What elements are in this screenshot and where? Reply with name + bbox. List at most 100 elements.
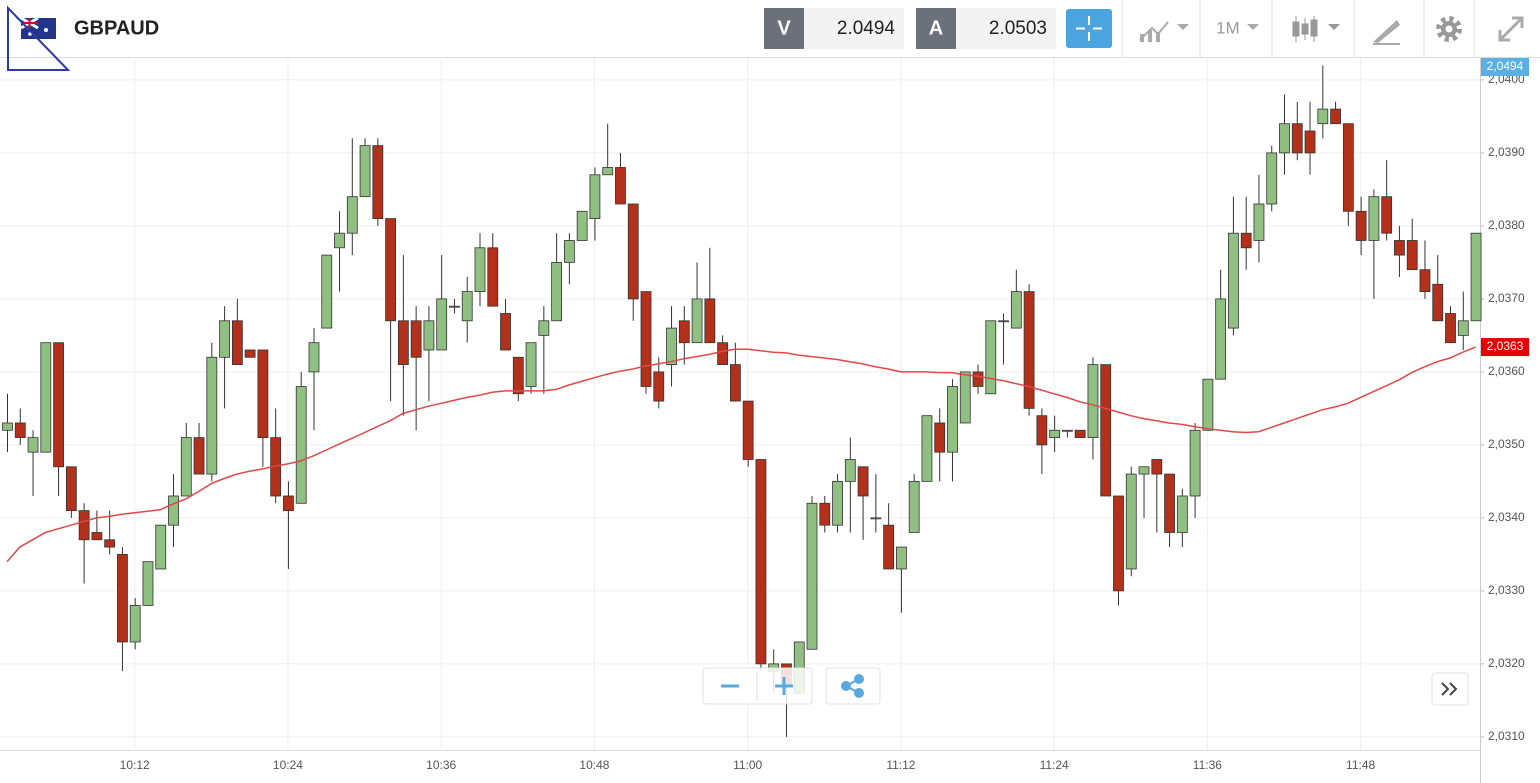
candle: [1381, 160, 1393, 241]
drawing-button[interactable]: [1373, 20, 1400, 45]
candle: [1432, 255, 1444, 322]
flag-icon: [20, 16, 56, 39]
candle: [168, 474, 179, 548]
ask-box[interactable]: [956, 8, 1056, 49]
candle: [742, 400, 754, 467]
candle: [117, 547, 128, 672]
candle: [219, 306, 230, 409]
x-tick-label: 11:00: [733, 758, 762, 772]
candle: [2, 393, 13, 453]
candle: [53, 342, 64, 496]
candle: [104, 510, 116, 555]
settings-button[interactable]: [1436, 16, 1462, 42]
candle: [1406, 218, 1418, 271]
candle-body: [1419, 269, 1431, 292]
candle-body: [551, 261, 563, 322]
candle-body: [40, 342, 52, 453]
candle: [755, 459, 767, 672]
candle-body: [461, 291, 473, 322]
candle: [1215, 269, 1227, 380]
zoom-in[interactable]: [775, 677, 793, 695]
candle: [372, 138, 384, 226]
candle-body: [1138, 466, 1150, 475]
candle: [1151, 459, 1163, 533]
candle: [1176, 488, 1188, 548]
candle: [14, 408, 26, 445]
candle: [563, 233, 575, 285]
ask-price[interactable]: 2.0503: [989, 18, 1047, 39]
candle: [998, 313, 1009, 365]
candle-body: [474, 247, 486, 292]
x-tick-label: 11:48: [1346, 758, 1375, 772]
candle-body: [1381, 196, 1393, 234]
candle-body: [2, 422, 13, 431]
candle: [1062, 429, 1073, 438]
candle-body: [193, 437, 205, 475]
candle: [1394, 225, 1405, 277]
scroll-latest-button[interactable]: [1431, 672, 1469, 706]
timeframe[interactable]: 1M: [1216, 18, 1240, 37]
candle-body: [500, 313, 511, 351]
candle-body: [1164, 473, 1175, 533]
candle: [436, 255, 448, 351]
candle: [359, 138, 371, 198]
candle: [334, 211, 345, 292]
candle: [1419, 240, 1431, 299]
candle-body: [308, 342, 320, 373]
ask-label[interactable]: A: [929, 17, 943, 39]
candle-body: [1266, 152, 1278, 205]
ma-price-tag: [1481, 338, 1529, 357]
candle-body: [908, 480, 920, 533]
candle-body: [806, 502, 818, 650]
candle-body: [998, 320, 1009, 323]
bid-label[interactable]: V: [777, 17, 791, 39]
candle-body: [602, 167, 614, 176]
candle-body: [1279, 123, 1290, 154]
candle: [65, 466, 77, 518]
candle: [155, 524, 167, 570]
bid-box[interactable]: [804, 8, 904, 49]
bid-label-box[interactable]: [764, 8, 804, 49]
candle-body: [372, 145, 384, 219]
candle: [1368, 189, 1380, 299]
crosshair-button[interactable]: [1066, 9, 1112, 48]
candle: [40, 342, 52, 453]
candle-body: [1151, 459, 1163, 475]
candle-body: [346, 196, 358, 234]
candle-body: [449, 305, 460, 308]
candle: [1036, 408, 1048, 475]
candle-body: [704, 298, 716, 344]
y-tick-label: 2,0320: [1488, 656, 1525, 670]
candle-body: [257, 349, 269, 438]
candle-body: [959, 371, 971, 424]
chart-type-button[interactable]: [1292, 16, 1340, 42]
candle: [602, 123, 614, 176]
candle: [934, 408, 946, 482]
candle-body: [1445, 313, 1456, 344]
candle-body: [512, 356, 524, 395]
candle-body: [385, 218, 397, 322]
share-button[interactable]: [825, 667, 881, 705]
candle-body: [129, 605, 141, 643]
indicator-button[interactable]: [1139, 21, 1189, 42]
fullscreen-button[interactable]: [1498, 16, 1524, 42]
candle-body: [742, 400, 754, 460]
candle: [870, 474, 882, 533]
x-tick-label: 10:36: [426, 758, 456, 772]
candle-body: [397, 320, 409, 365]
candle: [1304, 101, 1316, 175]
candle: [704, 247, 716, 344]
candle-body: [65, 466, 77, 511]
candle-body: [1394, 240, 1405, 256]
candle: [525, 342, 537, 394]
y-tick-label: 2,0340: [1488, 510, 1525, 524]
candle-body: [627, 203, 639, 300]
bid-price[interactable]: 2.0494: [837, 18, 896, 39]
candle: [615, 152, 626, 205]
candle-body: [729, 364, 741, 402]
candle-body: [1215, 298, 1227, 380]
candle-body: [1049, 429, 1061, 438]
timeframe-caret[interactable]: [1247, 24, 1259, 30]
ask-label-box[interactable]: [916, 8, 956, 49]
